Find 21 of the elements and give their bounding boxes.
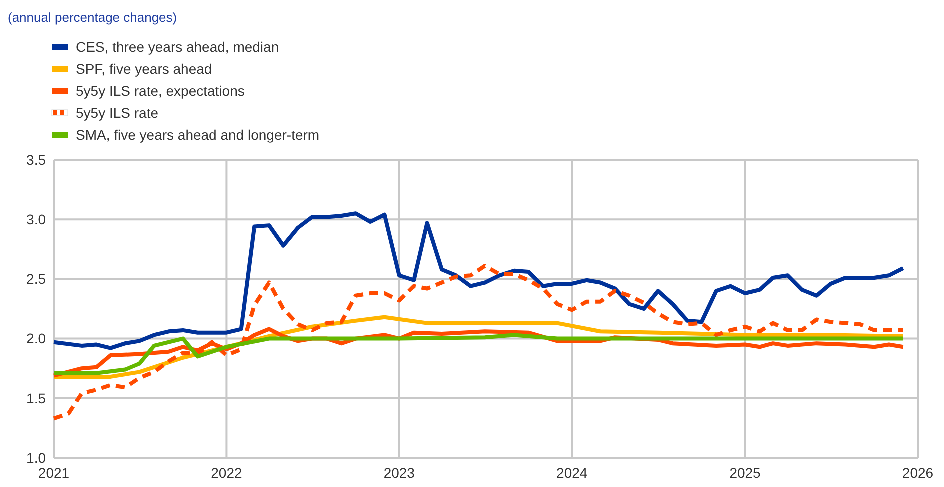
line-series <box>52 333 906 376</box>
x-tick-label: 2025 <box>730 465 762 481</box>
line-series <box>52 264 906 421</box>
legend-label: 5y5y ILS rate, expectations <box>76 82 245 99</box>
x-tick-label: 2022 <box>211 465 242 481</box>
x-tick-label: 2023 <box>384 465 416 481</box>
chart-subtitle: (annual percentage changes) <box>8 10 178 25</box>
x-tick-label: 2026 <box>902 465 934 481</box>
legend-label: CES, three years ahead, median <box>76 38 280 55</box>
legend-label: SMA, five years ahead and longer-term <box>76 126 320 143</box>
legend-label: SPF, five years ahead <box>76 60 212 77</box>
y-tick-label: 3.5 <box>26 152 46 168</box>
y-tick-label: 2.5 <box>26 271 46 288</box>
y-tick-label: 2.0 <box>26 330 46 347</box>
line-series <box>52 212 906 350</box>
y-tick-label: 3.0 <box>26 212 46 228</box>
x-tick-label: 2024 <box>556 465 588 481</box>
legend-label: 5y5y ILS rate <box>76 104 159 121</box>
y-tick-label: 1.0 <box>26 450 46 466</box>
y-tick-label: 1.5 <box>26 390 46 406</box>
x-tick-label: 2021 <box>38 465 70 481</box>
